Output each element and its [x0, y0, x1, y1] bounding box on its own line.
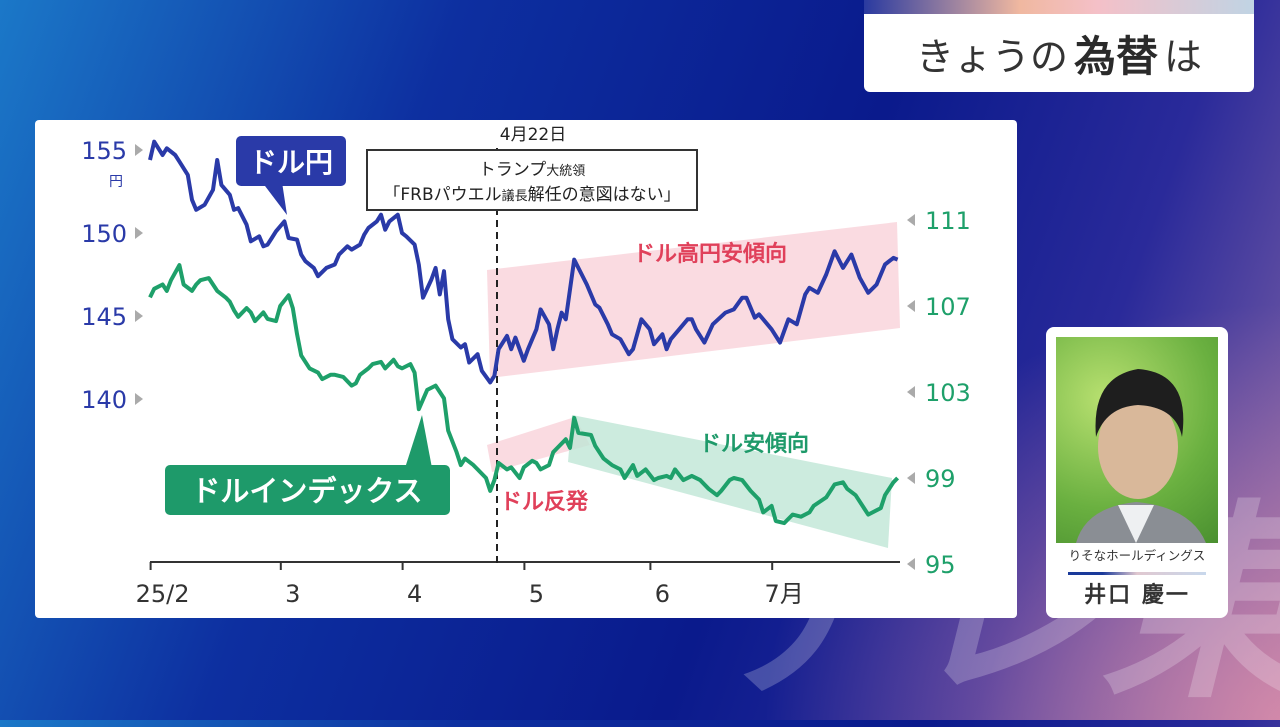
event-box: [366, 149, 698, 211]
left-axis-marker-icon: [135, 310, 143, 322]
segment-title: きょうの 為替 は: [864, 14, 1254, 92]
title-post: は: [1164, 34, 1203, 79]
event-line1: トランプ大統領: [479, 160, 586, 180]
x-tick-label: 4: [407, 580, 422, 608]
dxy-label: ドルインデックス: [191, 474, 422, 508]
guest-divider: [1068, 572, 1206, 575]
left-axis-label: 150: [81, 220, 127, 248]
x-tick-label: 3: [285, 580, 300, 608]
x-tick-label: 6: [655, 580, 670, 608]
guest-card: りそなホールディングス 井口 慶一: [1046, 327, 1228, 618]
right-axis-marker-icon: [907, 472, 915, 484]
event-line1-small: 大統領: [546, 163, 585, 179]
right-axis-label: 107: [925, 293, 971, 321]
dxy-label-box: [165, 465, 450, 515]
event-line2-b: 解任の意図はない」: [528, 185, 681, 205]
right-axis-label: 95: [925, 551, 956, 579]
left-axis-unit: 円: [109, 174, 123, 190]
usdjpy-label-box: [236, 136, 346, 186]
usd-rebound-note: ドル反発: [500, 490, 589, 515]
usd-rebound-band: [487, 417, 590, 472]
right-axis-label: 99: [925, 465, 956, 493]
title-pre: きょうの: [915, 34, 1068, 79]
event-line2-a: 「FRBパウエル: [383, 185, 501, 205]
left-axis-marker-icon: [135, 144, 143, 156]
guest-photo: [1056, 337, 1218, 543]
guest-name: 井口 慶一: [1084, 583, 1190, 608]
title-accent-bar: [864, 0, 1254, 16]
x-tick-label: 7月: [765, 580, 804, 608]
usdjpy-line: [148, 139, 899, 385]
left-axis-marker-icon: [135, 227, 143, 239]
dxy-label-pointer: [405, 415, 432, 468]
right-axis-marker-icon: [907, 300, 915, 312]
right-axis-label: 111: [925, 207, 971, 235]
usdjpy-label: ドル円: [249, 146, 333, 179]
right-axis-marker-icon: [907, 386, 915, 398]
title-main: 為替: [1073, 31, 1158, 81]
usdjpy-label-pointer: [262, 182, 287, 215]
right-axis-marker-icon: [907, 558, 915, 570]
x-tick-label: 5: [529, 580, 544, 608]
x-tick-label: 25/2: [136, 580, 190, 608]
event-line1-main: トランプ: [479, 160, 547, 180]
event-line2-small: 議長: [502, 189, 528, 204]
left-axis-marker-icon: [135, 393, 143, 405]
right-axis-marker-icon: [907, 214, 915, 226]
usd-strong-note: ドル高円安傾向: [633, 241, 787, 267]
dollar-index-line: [148, 263, 900, 526]
left-axis-label: 140: [81, 386, 127, 414]
usd-strong-band: [487, 222, 900, 378]
event-line2: 「FRBパウエル議長解任の意図はない」: [383, 185, 680, 205]
event-date: 4月22日: [500, 125, 566, 145]
left-axis-label: 155: [81, 137, 127, 165]
guest-company: りそなホールディングス: [1068, 548, 1206, 563]
person-portrait-icon: [1076, 369, 1206, 543]
left-axis-label: 145: [81, 303, 127, 331]
right-axis-label: 103: [925, 379, 971, 407]
usd-weak-note: ドル安傾向: [699, 431, 809, 457]
